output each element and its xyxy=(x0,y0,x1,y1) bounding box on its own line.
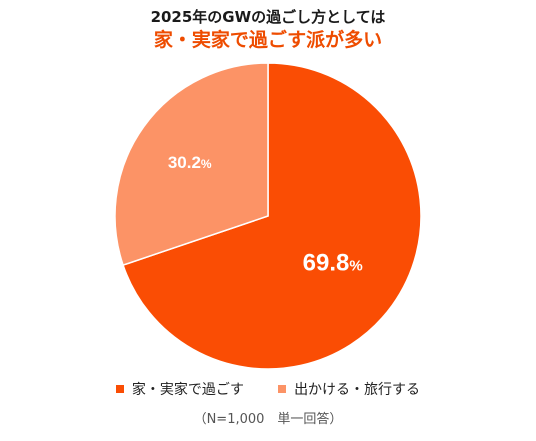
pie-slice-travel xyxy=(114,62,269,267)
chart-title: 2025年のGWの過ごし方としては xyxy=(150,8,386,26)
data-label-home-unit: % xyxy=(349,257,362,274)
sample-note: （N=1,000 単一回答） xyxy=(193,412,343,427)
legend-item-travel: 出かける・旅行する xyxy=(278,379,420,399)
data-label-travel-unit: % xyxy=(201,157,212,171)
data-label-home-value: 69.8 xyxy=(303,249,350,276)
data-label-home: 69.8% xyxy=(303,249,363,276)
data-label-travel: 30.2% xyxy=(168,153,212,172)
legend-swatch-home xyxy=(115,385,124,393)
legend-label-home: 家・実家で過ごす xyxy=(131,382,245,398)
data-label-travel-value: 30.2 xyxy=(168,153,201,172)
legend-label-travel: 出かける・旅行する xyxy=(294,382,421,398)
pie-slice-home xyxy=(122,62,422,370)
legend-item-home: 家・実家で過ごす xyxy=(115,379,245,399)
chart-subtitle: 家・実家で過ごす派が多い xyxy=(153,29,383,51)
legend-swatch-travel xyxy=(278,385,287,393)
legend: 家・実家で過ごす 出かける・旅行する xyxy=(0,379,536,399)
